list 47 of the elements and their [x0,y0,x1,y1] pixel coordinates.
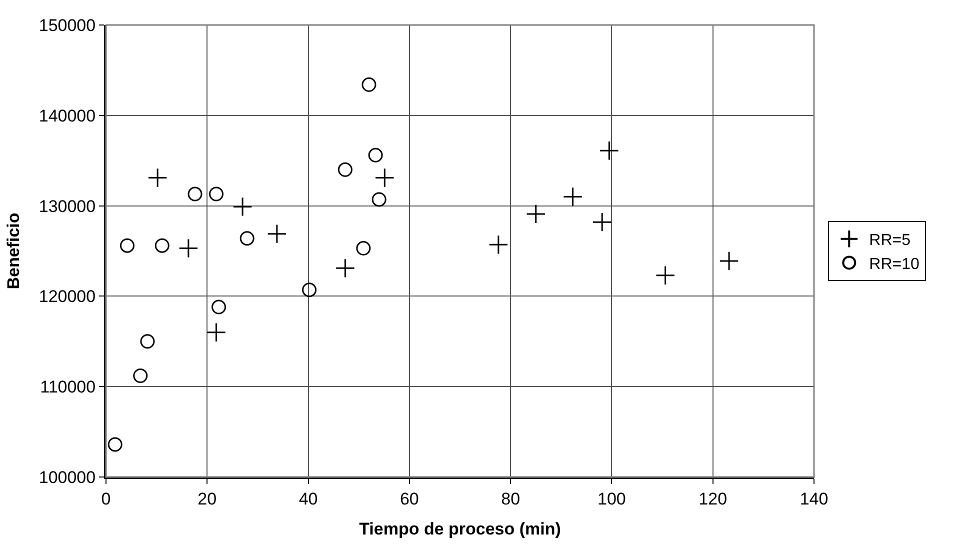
y-tick-label: 120000 [38,287,96,306]
point [562,186,583,207]
point [374,168,394,188]
point [335,258,356,278]
x-tick-label: 120 [698,489,728,508]
point [133,368,148,383]
point [120,238,134,253]
x-tick-label: 80 [501,489,520,508]
point [526,204,546,224]
x-tick-label: 40 [298,489,318,508]
point [267,224,287,244]
point [362,77,376,92]
x-tick-label: 100 [598,489,626,508]
point [240,231,254,246]
point [212,300,226,314]
x-tick-label: 60 [400,489,419,508]
point [719,251,739,271]
x-tick-label: 140 [800,489,828,508]
point [209,186,224,202]
point [302,282,317,298]
point [356,241,371,256]
point [488,234,508,255]
point [655,266,676,286]
point [206,322,226,342]
point [178,238,198,258]
point [599,140,620,161]
legend-label: RR=5 [869,232,911,250]
point [338,162,352,177]
point [372,192,386,207]
point [368,148,383,162]
point [154,238,170,253]
point [232,196,252,217]
y-tick-label: 110000 [40,378,96,397]
point [592,212,612,232]
y-tick-label: 130000 [38,196,96,216]
legend-label: RR=10 [869,256,920,273]
point [188,186,202,202]
point [108,437,122,452]
y-tick-label: 140000 [38,106,96,126]
x-tick-label: 20 [198,489,217,508]
point [140,334,155,349]
x-tick-label: 0 [101,489,111,508]
point [148,168,168,188]
y-axis-title: Beneficio [4,212,23,290]
y-tick-label: 150000 [38,16,96,35]
x-axis-title: Tiempo de proceso (min) [359,519,561,538]
y-tick-label: 100000 [38,468,96,487]
